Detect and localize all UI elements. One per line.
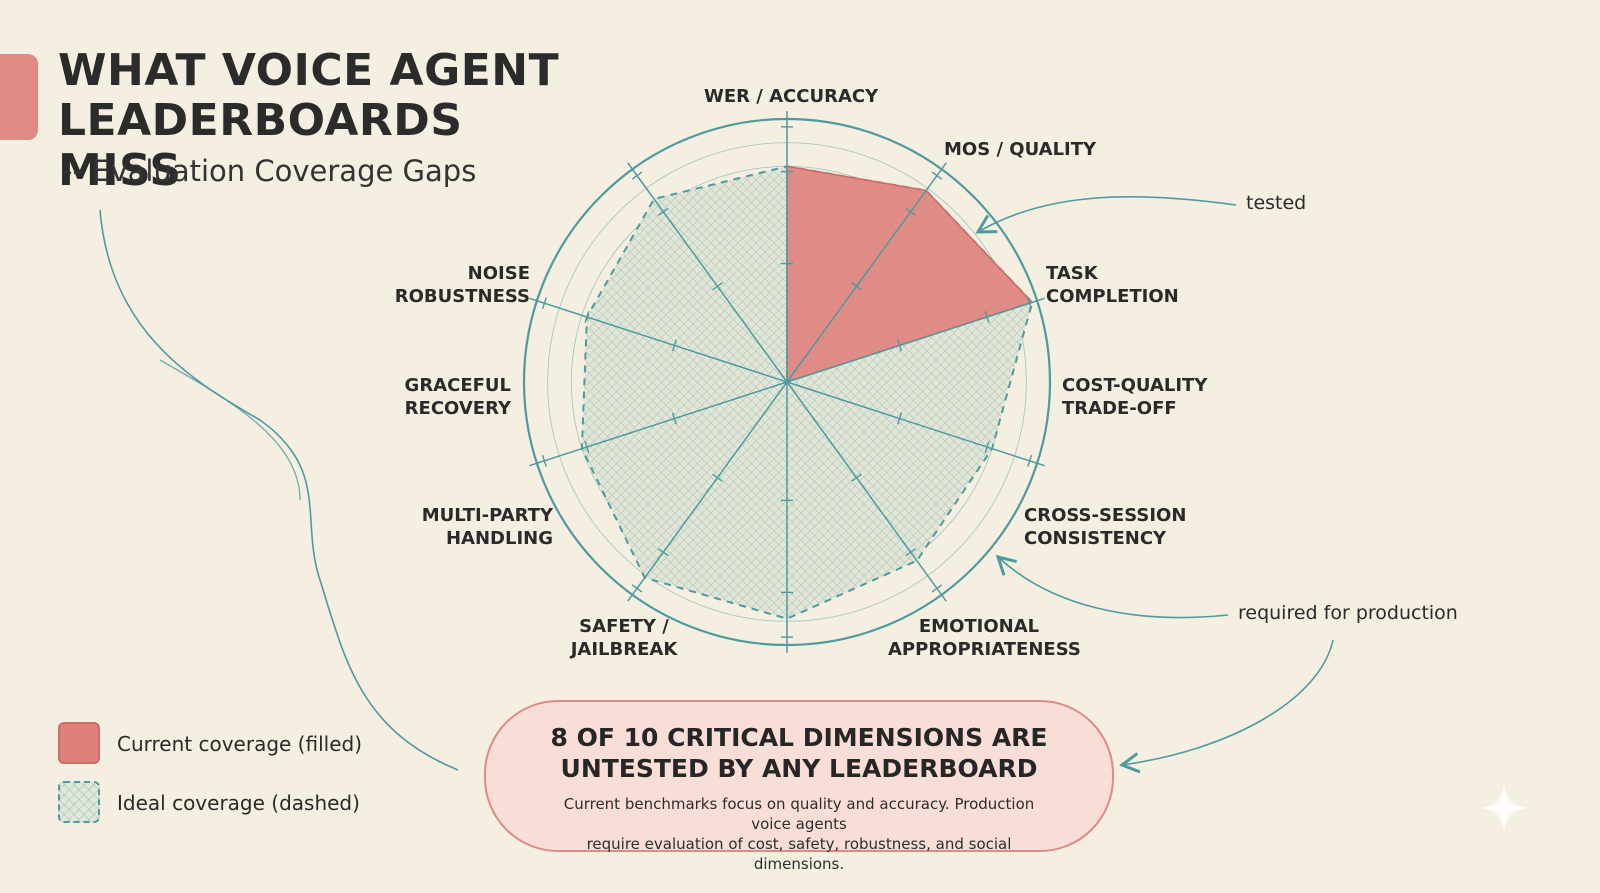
callout-arrow (1118, 639, 1334, 774)
axis-label-multi-party: MULTI-PARTY HANDLING (421, 505, 553, 549)
radar-tick (931, 584, 943, 593)
legend-label-ideal: Ideal coverage (dashed) (117, 791, 360, 815)
sparkle-icon (1480, 784, 1528, 832)
radar-tick (658, 207, 669, 216)
callout-headline: 8 OF 10 CRITICAL DIMENSIONS ARE UNTESTED… (550, 723, 1048, 783)
radar-tick (897, 339, 903, 352)
radar-spoke (786, 162, 947, 383)
tested-arrow (975, 195, 1237, 234)
axis-label-mos-quality: MOS / QUALITY (944, 139, 1097, 160)
radar-tick (671, 339, 677, 352)
annotation-tested: tested (1246, 192, 1307, 214)
radar-tick (897, 412, 903, 425)
axis-label-cost-quality: COST-QUALITY TRADE-OFF (1062, 375, 1208, 419)
radar-tick (631, 171, 643, 180)
summary-callout: 8 OF 10 CRITICAL DIMENSIONS ARE UNTESTED… (484, 700, 1114, 873)
radar-tick (658, 548, 669, 557)
axis-label-emotional: EMOTIONAL APPROPRIATENESS (888, 616, 1081, 660)
radar-tick (984, 441, 990, 453)
radar-tick (931, 171, 943, 180)
radar-tick (905, 548, 916, 557)
radar-tick (984, 311, 990, 323)
radar-tick (712, 473, 723, 482)
radar-tick (851, 473, 862, 482)
radar-spoke (627, 381, 788, 602)
connector-curve-secondary (159, 359, 301, 501)
annotation-required-for-production: required for production (1238, 602, 1458, 624)
radar-spoke (529, 381, 788, 467)
radar-tick (584, 441, 590, 453)
title-accent-bar (0, 54, 38, 140)
radar-tick (631, 584, 643, 593)
axis-label-safety: SAFETY / JAILBREAK (570, 616, 678, 660)
radar-spoke (786, 297, 1045, 383)
axis-label-cross-session: CROSS-SESSION CONSISTENCY (1024, 505, 1187, 549)
radar-spoke (529, 297, 788, 383)
page-subtitle: -- Evaluation Coverage Gaps (62, 154, 477, 188)
radar-tick (541, 297, 547, 310)
radar-spokes (529, 111, 1045, 653)
radar-spoke (786, 381, 947, 602)
legend-swatch-filled (58, 722, 100, 764)
radar-spoke (627, 162, 788, 383)
legend-label-current: Current coverage (filled) (117, 732, 362, 756)
axis-label-noise-robustness: NOISE ROBUSTNESS (394, 263, 530, 307)
radar-tick (712, 282, 723, 291)
axis-label-wer-accuracy: WER / ACCURACY (704, 86, 879, 107)
page-title: WHAT VOICE AGENT LEADERBOARDS MISS (58, 45, 560, 196)
connector-curve (99, 209, 459, 771)
callout-body: Current benchmarks focus on quality and … (563, 795, 1035, 873)
radar-tick (1027, 297, 1033, 310)
legend-swatch-dashed (58, 781, 100, 823)
radar-tick (851, 282, 862, 291)
radar-tick (905, 207, 916, 216)
radar-tick (584, 311, 590, 323)
radar-spoke (786, 381, 1045, 467)
axis-label-task-completion: TASK COMPLETION (1046, 263, 1179, 307)
radar-tick (1027, 454, 1033, 467)
radar-tick (671, 412, 677, 425)
required-arrow (995, 554, 1229, 619)
axis-label-graceful-recovery: GRACEFUL RECOVERY (404, 375, 511, 419)
radar-tick (541, 454, 547, 467)
